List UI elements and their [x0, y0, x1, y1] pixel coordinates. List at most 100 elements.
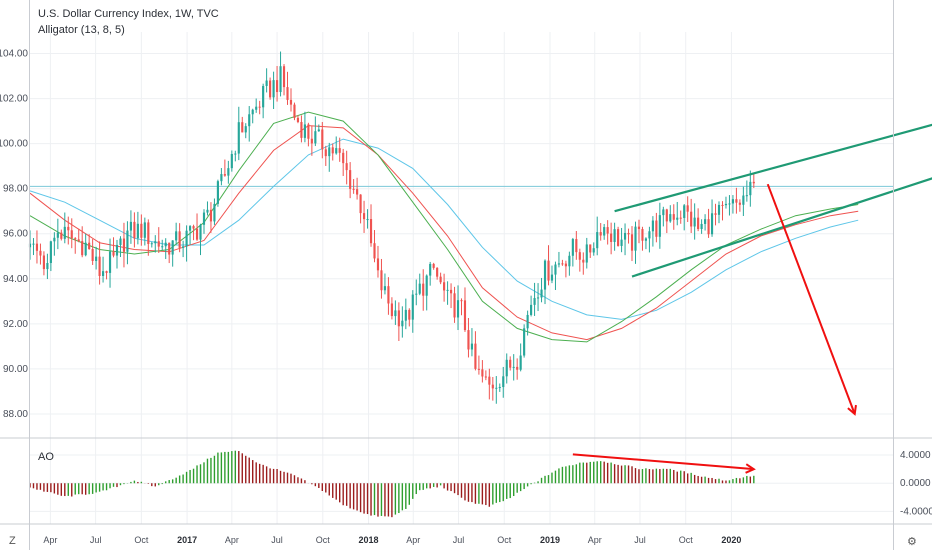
candle-up	[519, 355, 522, 370]
candle-up	[126, 230, 129, 252]
candle-up	[523, 328, 526, 356]
candle-down	[321, 129, 324, 150]
channel-lower-line	[631, 177, 932, 278]
candle-up	[425, 275, 428, 296]
candle-down	[516, 366, 519, 370]
candle-up	[669, 214, 672, 222]
candle-down	[641, 229, 644, 241]
candle-down	[349, 170, 352, 189]
candle-down	[707, 219, 710, 235]
candle-up	[220, 174, 223, 182]
candle-down	[195, 228, 199, 240]
indicator-label: Alligator (13, 8, 5)	[38, 24, 125, 36]
candle-up	[101, 271, 105, 276]
candle-down	[422, 283, 425, 296]
candle-down	[484, 376, 487, 378]
y-tick-label: 90.00	[3, 364, 28, 375]
candle-down	[655, 220, 658, 237]
candle-up	[234, 153, 237, 155]
candle-down	[610, 233, 613, 242]
candle-up	[115, 244, 119, 256]
candle-up	[710, 213, 714, 235]
candle-down	[112, 251, 115, 256]
candle-down	[209, 209, 213, 222]
candle-up	[557, 263, 561, 265]
candle-up	[230, 153, 233, 169]
candle-up	[53, 237, 56, 242]
candle-up	[648, 231, 651, 239]
candle-up	[749, 181, 752, 196]
candle-up	[227, 168, 230, 176]
candle-down	[122, 238, 126, 252]
candle-down	[60, 232, 63, 239]
candle-up	[613, 229, 616, 242]
candle-up	[199, 224, 202, 240]
candle-down	[575, 239, 578, 253]
candle-up	[411, 294, 414, 320]
projection-arrow-shaft	[766, 183, 856, 415]
candle-up	[251, 109, 254, 115]
zoom-reset-icon[interactable]: Z	[9, 535, 16, 547]
candle-down	[509, 359, 512, 368]
candle-down	[178, 231, 181, 248]
candle-up	[150, 243, 153, 245]
candle-up	[136, 223, 139, 239]
candle-up	[366, 219, 369, 221]
y-tick-label: 104.00	[0, 49, 28, 60]
candle-up	[620, 239, 623, 246]
candle-down	[74, 238, 77, 240]
x-tick-label: 2018	[359, 535, 379, 545]
candle-up	[185, 230, 188, 247]
settings-gear-icon[interactable]: ⚙	[907, 536, 917, 548]
candle-down	[376, 258, 380, 271]
candle-down	[356, 189, 359, 195]
candle-up	[164, 242, 167, 247]
candle-up	[383, 286, 387, 291]
candle-down	[463, 300, 467, 331]
x-tick-label: Apr	[588, 535, 602, 545]
x-tick-label: Jul	[271, 535, 283, 545]
candle-up	[502, 376, 505, 388]
candle-up	[644, 238, 648, 241]
candle-up	[56, 232, 59, 238]
candle-down	[269, 80, 272, 98]
candle-down	[258, 106, 261, 108]
candle-up	[108, 251, 112, 273]
candle-up	[540, 289, 543, 298]
x-tick-label: 2017	[177, 535, 197, 545]
candle-down	[627, 232, 630, 235]
candle-down	[192, 226, 195, 229]
candle-up	[175, 231, 178, 241]
candle-up	[651, 220, 654, 232]
candle-down	[582, 259, 585, 263]
candle-up	[143, 222, 146, 238]
candle-up	[49, 241, 52, 264]
candle-up	[244, 126, 247, 133]
candle-up	[415, 293, 418, 295]
candle-up	[265, 80, 268, 86]
candle-up	[526, 314, 529, 329]
candle-down	[331, 147, 334, 154]
candle-down	[88, 242, 91, 250]
candle-down	[752, 181, 755, 184]
price-pane	[28, 51, 932, 416]
candle-down	[599, 232, 602, 236]
candle-up	[154, 241, 157, 244]
candle-up	[456, 300, 460, 318]
candle-down	[67, 226, 70, 231]
candle-up	[188, 226, 192, 231]
candle-up	[32, 243, 35, 245]
candle-up	[206, 209, 209, 213]
candle-up	[446, 289, 449, 291]
ao-y-tick-label: 0.0000	[900, 478, 931, 489]
candle-up	[161, 246, 164, 248]
x-tick-label: Oct	[679, 535, 694, 545]
candle-down	[679, 217, 682, 219]
x-tick-label: 2020	[721, 535, 741, 545]
y-tick-label: 88.00	[3, 409, 28, 420]
y-tick-label: 94.00	[3, 274, 28, 285]
candle-up	[658, 215, 661, 237]
candle-down	[491, 384, 494, 389]
candle-down	[133, 221, 136, 239]
